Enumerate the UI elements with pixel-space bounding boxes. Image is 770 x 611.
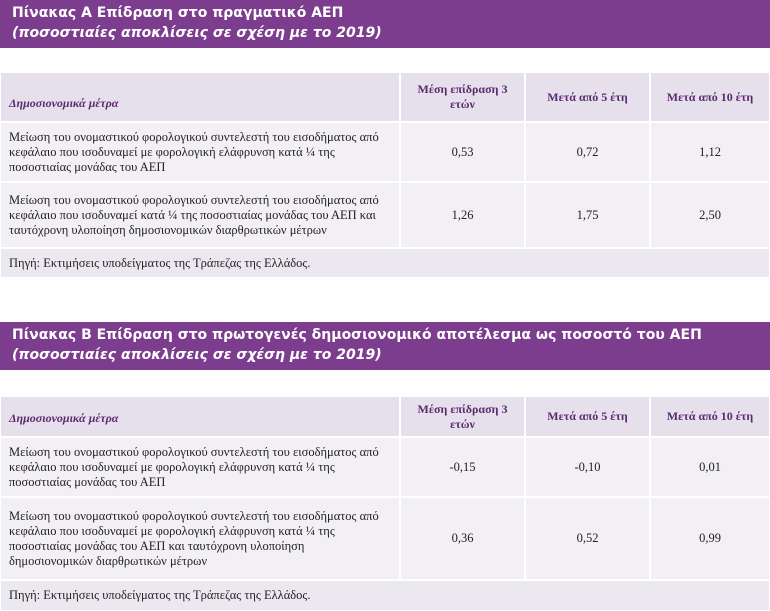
table-title: Πίνακας Β Επίδραση στο πρωτογενές δημοσι… — [12, 327, 702, 343]
column-header: Δημοσιονομικά μέτρα — [0, 72, 400, 122]
column-header: Δημοσιονομικά μέτρα — [0, 396, 400, 437]
column-header: Μετά από 5 έτη — [525, 396, 650, 437]
table-source: Πηγή: Εκτιμήσεις υποδείγματος της Τράπεζ… — [0, 580, 770, 611]
table-source: Πηγή: Εκτιμήσεις υποδείγματος της Τράπεζ… — [0, 248, 770, 278]
cell-value: 0,52 — [525, 497, 650, 580]
row-label: Μείωση του ονομαστικού φορολογικού συντε… — [0, 122, 400, 182]
cell-value: 0,99 — [650, 497, 770, 580]
table-title: Πίνακας Α Επίδραση στο πραγματικό ΑΕΠ — [12, 5, 344, 21]
cell-value: -0,15 — [400, 437, 525, 497]
row-label: Μείωση του ονομαστικού φορολογικού συντε… — [0, 497, 400, 580]
cell-value: 0,01 — [650, 437, 770, 497]
table-title-band: Πίνακας Α Επίδραση στο πραγματικό ΑΕΠ (πο… — [0, 0, 770, 48]
cell-value: -0,10 — [525, 437, 650, 497]
column-header: Μέση επίδραση 3 ετών — [400, 396, 525, 437]
cell-value: 0,72 — [525, 122, 650, 182]
column-header: Μετά από 5 έτη — [525, 72, 650, 122]
row-label: Μείωση του ονομαστικού φορολογικού συντε… — [0, 182, 400, 248]
column-header: Μετά από 10 έτη — [650, 396, 770, 437]
row-label: Μείωση του ονομαστικού φορολογικού συντε… — [0, 437, 400, 497]
cell-value: 2,50 — [650, 182, 770, 248]
column-header: Μετά από 10 έτη — [650, 72, 770, 122]
cell-value: 1,75 — [525, 182, 650, 248]
table-subtitle: (ποσοστιαίες αποκλίσεις σε σχέση με το 2… — [12, 347, 382, 363]
table-subtitle: (ποσοστιαίες αποκλίσεις σε σχέση με το 2… — [12, 25, 382, 41]
cell-value: 0,53 — [400, 122, 525, 182]
cell-value: 1,26 — [400, 182, 525, 248]
cell-value: 1,12 — [650, 122, 770, 182]
table-title-band: Πίνακας Β Επίδραση στο πρωτογενές δημοσι… — [0, 322, 770, 370]
cell-value: 0,36 — [400, 497, 525, 580]
column-header: Μέση επίδραση 3 ετών — [400, 72, 525, 122]
